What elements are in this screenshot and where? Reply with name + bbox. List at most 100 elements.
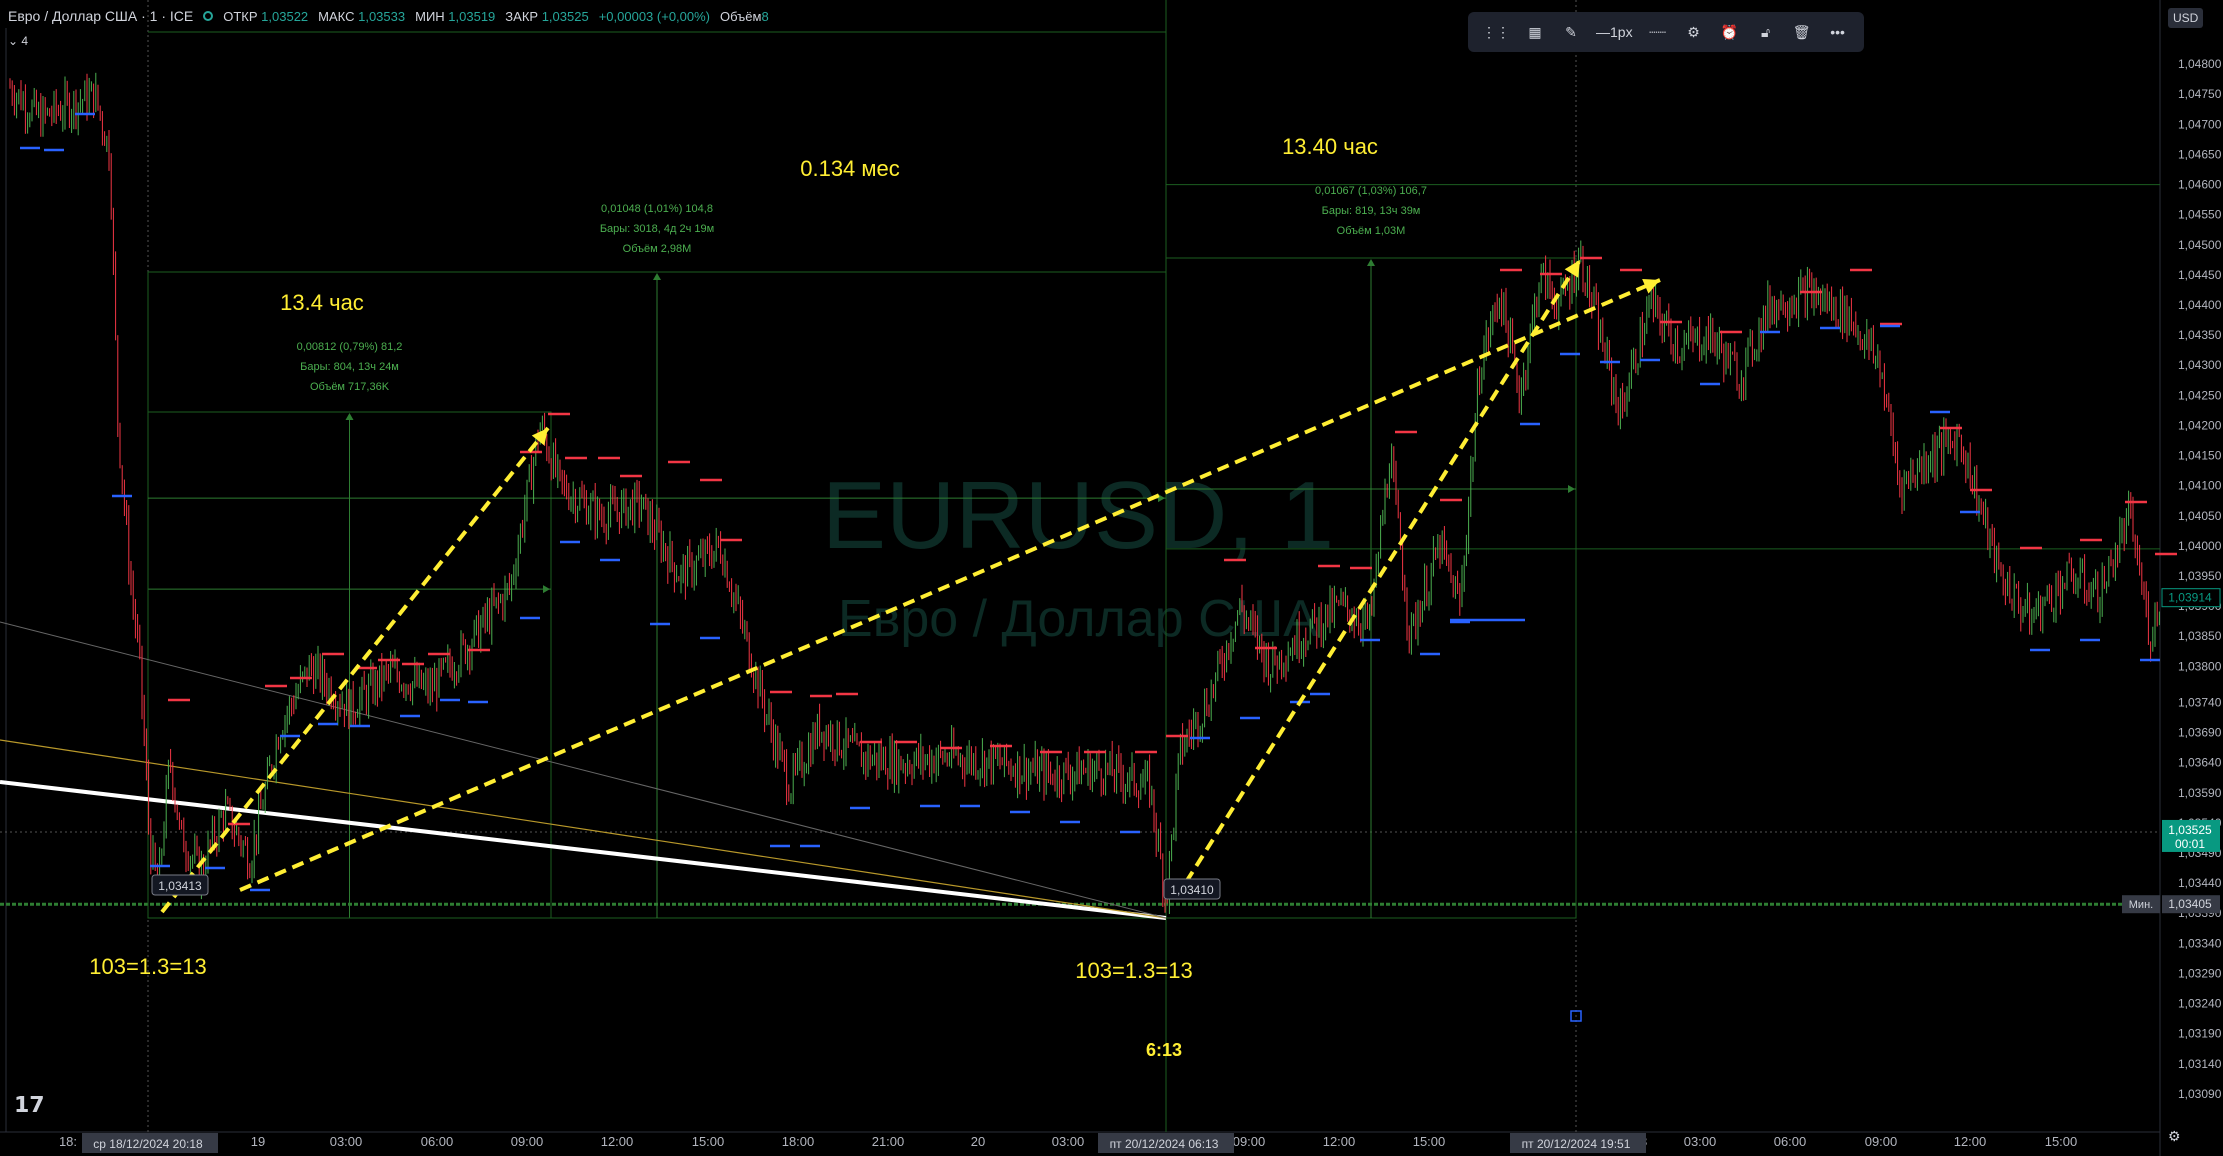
measure-label: 0,00812 (0,79%) 81,2	[297, 341, 403, 353]
price-tick-label: 1,03690	[2178, 726, 2222, 740]
legend-header: Евро / Доллар США · 1 · ICE ОТКР 1,03522…	[8, 8, 769, 24]
point-label: 1,03413	[152, 875, 208, 895]
price-tick-label: 1,04500	[2178, 238, 2222, 252]
measure-arrow-icon	[543, 585, 550, 593]
price-tick-label: 1,03640	[2178, 756, 2222, 770]
settings-icon[interactable]: ⚙	[1683, 19, 1705, 45]
time-tick-label: 15:00	[1413, 1134, 1446, 1149]
price-tick-label: 1,03850	[2178, 629, 2222, 643]
axis-settings-icon[interactable]: ⚙	[2168, 1128, 2181, 1145]
measure-arrow-icon	[1367, 259, 1375, 266]
watermark-symbol: EURUSD, 1	[822, 462, 1334, 569]
price-tick-label: 1,03440	[2178, 876, 2222, 890]
measure-label: Бары: 804, 13ч 24м	[300, 361, 399, 373]
price-axis: 1,048001,047501,047001,046501,046001,045…	[2122, 57, 2222, 1101]
price-tick-label: 1,04350	[2178, 328, 2222, 342]
measure-label: Объём 1,03M	[1337, 225, 1406, 237]
time-badge: ср 18/12/2024 20:18	[82, 1133, 218, 1153]
price-tick-label: 1,04650	[2178, 147, 2222, 161]
line-width-button[interactable]: — 1px	[1596, 19, 1633, 45]
high-value: 1,03533	[358, 9, 405, 24]
annotation-text: 6:13	[1146, 1040, 1182, 1060]
volume-value: 8	[761, 9, 768, 24]
point-label-text: 1,03410	[1170, 883, 1214, 897]
drag-handle-icon[interactable]: ⋮⋮	[1482, 19, 1510, 45]
more-icon[interactable]: •••	[1827, 19, 1849, 45]
price-tick-label: 1,03950	[2178, 569, 2222, 583]
min-label: Мин.	[2129, 899, 2153, 911]
time-badge-label: ср 18/12/2024 20:18	[93, 1137, 203, 1151]
measure-arrow-icon	[653, 273, 661, 280]
time-tick-label: 21:00	[872, 1134, 905, 1149]
change-value: +0,00003 (+0,00%)	[599, 9, 710, 24]
time-tick-label: 09:00	[511, 1134, 544, 1149]
measure-label: Объём 717,36K	[310, 381, 390, 393]
currency-badge[interactable]: USD	[2168, 8, 2203, 28]
symbol-title[interactable]: Евро / Доллар США · 1 · ICE	[8, 8, 193, 24]
time-tick-label: 06:00	[421, 1134, 454, 1149]
time-tick-label: 15:00	[2045, 1134, 2078, 1149]
annotation-text: 0.134 мес	[800, 156, 900, 181]
price-tick-label: 1,03590	[2178, 786, 2222, 800]
time-tick-label: 06:00	[1774, 1134, 1807, 1149]
price-tick-label: 1,03800	[2178, 659, 2222, 673]
price-badge-value: 1,03914	[2168, 591, 2212, 605]
indicator-toggle[interactable]: ⌄ 4	[8, 34, 28, 48]
price-tick-label: 1,04000	[2178, 539, 2222, 553]
price-tick-label: 1,03340	[2178, 936, 2222, 950]
time-tick-label: 18:00	[782, 1134, 815, 1149]
price-tick-label: 1,04800	[2178, 57, 2222, 71]
time-tick-label: 03:00	[330, 1134, 363, 1149]
pencil-icon[interactable]: ✎	[1560, 19, 1582, 45]
price-tick-label: 1,04600	[2178, 178, 2222, 192]
alert-icon[interactable]: ⏰	[1719, 19, 1741, 45]
grid-icon[interactable]: ▦	[1524, 19, 1546, 45]
volume-label: Объём	[720, 9, 761, 24]
time-tick-label: 12:00	[601, 1134, 634, 1149]
line-width-label: 1px	[1610, 24, 1633, 40]
price-tick-label: 1,04750	[2178, 87, 2222, 101]
measure-label: 0,01048 (1,01%) 104,8	[601, 203, 713, 215]
time-badge: пт 20/12/2024 06:13	[1098, 1133, 1234, 1153]
dashed-arrow-2	[240, 280, 1660, 890]
time-tick-label: 15:00	[692, 1134, 725, 1149]
annotation-text: 103=1.3=13	[1075, 958, 1192, 983]
measure-arrow-icon	[346, 413, 354, 420]
low-label: МИН	[415, 9, 445, 24]
min-price-value: 1,03405	[2168, 897, 2212, 911]
time-tick-label: 12:00	[1954, 1134, 1987, 1149]
time-tick-label: 18:	[59, 1134, 77, 1149]
dotted-line-icon[interactable]: ┈┈	[1647, 19, 1669, 45]
measure-label: Бары: 3018, 4д 2ч 19м	[600, 223, 714, 235]
time-tick-label: 12:00	[1323, 1134, 1356, 1149]
lock-icon[interactable]: 🔓︎	[1755, 19, 1777, 45]
last-price-value: 1,03525	[2168, 823, 2212, 837]
annotation-text: 13.4 час	[280, 290, 364, 315]
open-value: 1,03522	[261, 9, 308, 24]
dashed-arrow-3	[1176, 260, 1580, 898]
trash-icon[interactable]: 🗑︎	[1791, 19, 1813, 45]
measure-arrow-icon	[1568, 485, 1575, 493]
high-label: МАКС	[318, 9, 354, 24]
annotation-text: 13.40 час	[1282, 134, 1378, 159]
price-tick-label: 1,03240	[2178, 997, 2222, 1011]
annotations: 13.4 час 0.134 мес 13.40 час 103=1.3=13 103=…	[89, 134, 1581, 1060]
price-tick-label: 1,03290	[2178, 966, 2222, 980]
open-label: ОТКР	[223, 9, 257, 24]
point-label-text: 1,03413	[158, 879, 202, 893]
price-tick-label: 1,04050	[2178, 509, 2222, 523]
price-tick-label: 1,04150	[2178, 449, 2222, 463]
time-badge-label: пт 20/12/2024 06:13	[1110, 1137, 1219, 1151]
tradingview-logo-icon[interactable]: 𝟭𝟳	[14, 1092, 45, 1118]
time-tick-label: 09:00	[1865, 1134, 1898, 1149]
time-badge-label: пт 20/12/2024 19:51	[1522, 1137, 1631, 1151]
time-badge: пт 20/12/2024 19:51	[1510, 1133, 1646, 1153]
time-axis: 18: 19 03:00 06:00 09:00 12:00 15:00 18:00 21:00…	[59, 1133, 2077, 1153]
close-label: ЗАКР	[505, 9, 538, 24]
price-tick-label: 1,03740	[2178, 695, 2222, 709]
time-tick-label: 03:00	[1052, 1134, 1085, 1149]
time-tick-label: 03:00	[1684, 1134, 1717, 1149]
price-tick-label: 1,04250	[2178, 388, 2222, 402]
drawing-toolbar: ⋮⋮ ▦ ✎ — 1px ┈┈ ⚙ ⏰ 🔓︎ 🗑︎ •••	[1468, 12, 1864, 52]
